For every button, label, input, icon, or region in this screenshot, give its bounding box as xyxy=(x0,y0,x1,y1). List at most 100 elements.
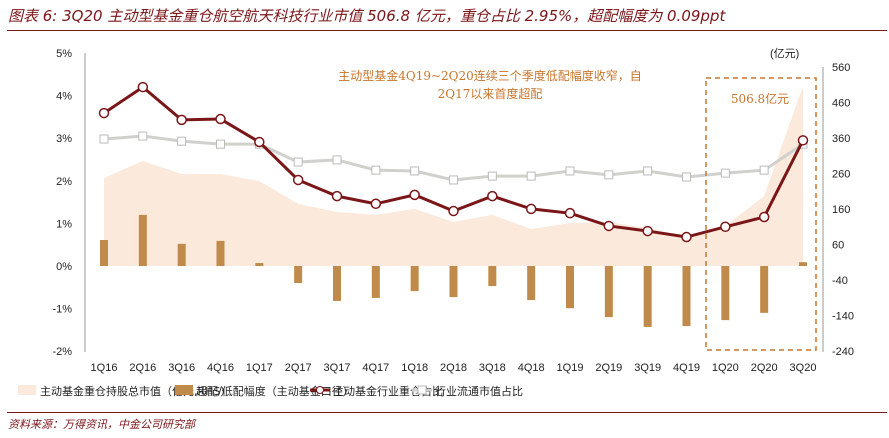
point-market-weight xyxy=(526,171,536,181)
point-fund-weight xyxy=(564,207,576,219)
point-market-weight xyxy=(410,166,420,176)
x-tick-label: 1Q19 xyxy=(557,362,584,374)
chart-title: 图表 6: 3Q20 主动型基金重仓航空航天科技行业市值 506.8 亿元，重仓… xyxy=(8,7,726,25)
x-tick-label: 2Q20 xyxy=(751,362,778,374)
point-fund-weight xyxy=(409,189,420,201)
bar-overweight xyxy=(255,263,264,266)
legend-label: 行业流通市值占比 xyxy=(435,384,523,398)
x-tick-label: 2Q17 xyxy=(285,362,312,374)
x-tick-label: 2Q18 xyxy=(440,362,467,374)
x-tick-label: 4Q17 xyxy=(362,362,389,374)
point-fund-weight xyxy=(292,174,304,186)
point-market-weight xyxy=(371,165,381,175)
left-tick-label: -2% xyxy=(52,346,72,358)
title-divider xyxy=(7,30,887,31)
legend-marker xyxy=(316,386,324,394)
point-fund-weight xyxy=(331,190,343,202)
x-tick-label: 1Q16 xyxy=(91,362,118,374)
point-fund-weight xyxy=(487,190,498,202)
point-market-weight xyxy=(99,134,109,144)
bar-overweight xyxy=(138,214,147,266)
bar-overweight xyxy=(333,266,341,301)
x-tick-label: 4Q16 xyxy=(207,362,234,374)
x-tick-label: 4Q18 xyxy=(518,362,545,374)
left-tick-label: 0% xyxy=(56,261,72,273)
x-tick-label: 3Q16 xyxy=(168,362,195,374)
annotation-value: 506.8亿元 xyxy=(731,91,789,106)
x-tick-label: 3Q18 xyxy=(479,362,506,374)
source-note: 资料来源：万得资讯，中金公司研究部 xyxy=(8,418,195,431)
right-tick-label: 160 xyxy=(832,204,850,216)
point-market-weight xyxy=(216,139,225,149)
point-market-weight xyxy=(487,171,497,181)
point-fund-weight xyxy=(681,231,692,243)
point-market-weight xyxy=(565,166,575,176)
point-market-weight xyxy=(759,165,769,175)
bar-overweight xyxy=(799,262,807,266)
point-market-weight xyxy=(177,136,187,146)
point-market-weight xyxy=(332,155,342,165)
annotation-text: 主动型基金4Q19~2Q20连续三个季度低配幅度收窄，自 xyxy=(338,68,642,83)
point-market-weight xyxy=(604,170,614,180)
point-market-weight xyxy=(720,168,730,178)
right-tick-label: 360 xyxy=(832,133,850,145)
left-tick-label: 1% xyxy=(56,218,72,230)
bar-overweight xyxy=(643,266,652,327)
point-fund-weight xyxy=(720,221,731,233)
bar-overweight xyxy=(449,266,458,298)
right-tick-label: 460 xyxy=(832,98,850,110)
legend-marker xyxy=(417,385,427,395)
left-tick-label: -1% xyxy=(52,304,72,316)
left-tick-label: 2% xyxy=(56,176,72,188)
bar-overweight xyxy=(566,266,574,309)
right-tick-label: -40 xyxy=(832,275,848,287)
line-market-weight xyxy=(103,134,804,182)
x-tick-label: 4Q19 xyxy=(673,362,700,374)
bar-overweight xyxy=(294,266,303,284)
point-fund-weight xyxy=(98,107,110,119)
annotation-text: 2Q17以来首度超配 xyxy=(438,86,543,101)
legend-label: 超配/低配幅度（主动基金口径） xyxy=(196,384,354,398)
x-tick-label: 1Q20 xyxy=(712,362,739,374)
bar-overweight xyxy=(100,240,108,266)
point-fund-weight xyxy=(797,135,809,146)
point-market-weight xyxy=(138,131,148,141)
right-axis-unit: (亿元) xyxy=(770,47,799,60)
point-fund-weight xyxy=(176,114,187,126)
x-tick-label: 3Q17 xyxy=(324,362,351,374)
legend-swatch-bar xyxy=(175,385,193,395)
right-tick-label: 60 xyxy=(832,240,844,252)
x-tick-label: 3Q19 xyxy=(634,362,661,374)
bar-overweight xyxy=(410,266,419,292)
right-tick-label: 560 xyxy=(832,62,850,74)
legend-swatch-area xyxy=(18,385,36,395)
point-fund-weight xyxy=(254,136,265,148)
point-fund-weight xyxy=(642,225,653,237)
point-fund-weight xyxy=(525,203,537,215)
bar-overweight xyxy=(760,266,769,313)
x-tick-label: 1Q17 xyxy=(246,362,273,374)
bar-overweight xyxy=(216,240,225,266)
right-tick-label: -140 xyxy=(832,311,854,323)
x-tick-label: 3Q20 xyxy=(790,362,817,374)
left-tick-label: 5% xyxy=(56,48,72,60)
point-fund-weight xyxy=(215,113,226,125)
x-tick-label: 1Q18 xyxy=(401,362,428,374)
point-market-weight xyxy=(643,166,653,176)
right-tick-label: -240 xyxy=(832,346,854,358)
point-fund-weight xyxy=(758,211,770,223)
point-fund-weight xyxy=(370,198,382,210)
bar-overweight xyxy=(682,266,691,327)
area-holdings-value xyxy=(104,86,803,266)
left-tick-label: 4% xyxy=(56,91,72,103)
legend-label: 主动基金行业重仓占比 xyxy=(333,384,443,398)
x-tick-label: 2Q16 xyxy=(129,362,156,374)
source-divider xyxy=(7,412,887,413)
point-fund-weight xyxy=(137,81,149,93)
point-market-weight xyxy=(682,172,691,182)
x-tick-label: 2Q19 xyxy=(595,362,622,374)
bar-overweight xyxy=(371,266,380,298)
left-tick-label: 3% xyxy=(56,133,72,145)
